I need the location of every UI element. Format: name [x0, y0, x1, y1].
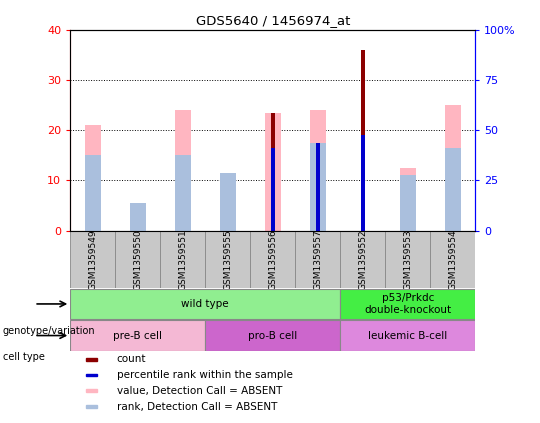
Text: rank, Detection Call = ABSENT: rank, Detection Call = ABSENT [117, 402, 277, 412]
FancyBboxPatch shape [70, 231, 115, 288]
Text: leukemic B-cell: leukemic B-cell [368, 330, 447, 341]
Bar [271, 148, 274, 231]
Bar [400, 176, 416, 231]
Text: count: count [117, 354, 146, 364]
FancyBboxPatch shape [160, 231, 205, 288]
Text: value, Detection Call = ABSENT: value, Detection Call = ABSENT [117, 386, 282, 396]
Bar [86, 390, 97, 392]
Text: pre-B cell: pre-B cell [113, 330, 162, 341]
FancyBboxPatch shape [295, 231, 340, 288]
FancyBboxPatch shape [70, 289, 340, 319]
FancyBboxPatch shape [340, 320, 475, 351]
FancyBboxPatch shape [115, 231, 160, 288]
Text: genotype/variation: genotype/variation [3, 326, 96, 336]
Bar [316, 143, 320, 231]
Text: GSM1359552: GSM1359552 [358, 229, 367, 290]
FancyBboxPatch shape [340, 231, 385, 288]
Text: GSM1359556: GSM1359556 [268, 229, 277, 290]
Bar [220, 173, 235, 231]
Bar [85, 125, 100, 231]
Bar [310, 110, 326, 231]
Bar [86, 405, 97, 408]
Text: GSM1359554: GSM1359554 [448, 229, 457, 290]
Bar [400, 168, 416, 231]
Bar [130, 203, 146, 231]
FancyBboxPatch shape [340, 289, 475, 319]
Bar [265, 113, 281, 231]
Bar [361, 135, 365, 231]
Bar [86, 358, 97, 361]
FancyBboxPatch shape [205, 320, 340, 351]
Text: GSM1359553: GSM1359553 [403, 229, 412, 290]
Text: GSM1359555: GSM1359555 [223, 229, 232, 290]
Bar [86, 374, 97, 376]
Text: GSM1359557: GSM1359557 [313, 229, 322, 290]
Bar [220, 173, 235, 231]
Title: GDS5640 / 1456974_at: GDS5640 / 1456974_at [195, 14, 350, 27]
Bar [130, 203, 146, 231]
Text: wild type: wild type [181, 299, 229, 309]
Bar [445, 105, 461, 231]
Bar [310, 143, 326, 231]
FancyBboxPatch shape [430, 231, 475, 288]
Text: GSM1359551: GSM1359551 [178, 229, 187, 290]
Bar [85, 155, 100, 231]
Bar [445, 148, 461, 231]
Text: percentile rank within the sample: percentile rank within the sample [117, 370, 293, 380]
Text: GSM1359550: GSM1359550 [133, 229, 142, 290]
FancyBboxPatch shape [385, 231, 430, 288]
Bar [271, 113, 274, 231]
Text: cell type: cell type [3, 352, 45, 363]
FancyBboxPatch shape [70, 320, 205, 351]
Text: p53/Prkdc
double-knockout: p53/Prkdc double-knockout [364, 293, 451, 315]
Bar [361, 50, 365, 231]
Bar [175, 110, 191, 231]
Bar [175, 155, 191, 231]
FancyBboxPatch shape [250, 231, 295, 288]
Text: GSM1359549: GSM1359549 [88, 229, 97, 290]
FancyBboxPatch shape [205, 231, 250, 288]
Text: pro-B cell: pro-B cell [248, 330, 298, 341]
